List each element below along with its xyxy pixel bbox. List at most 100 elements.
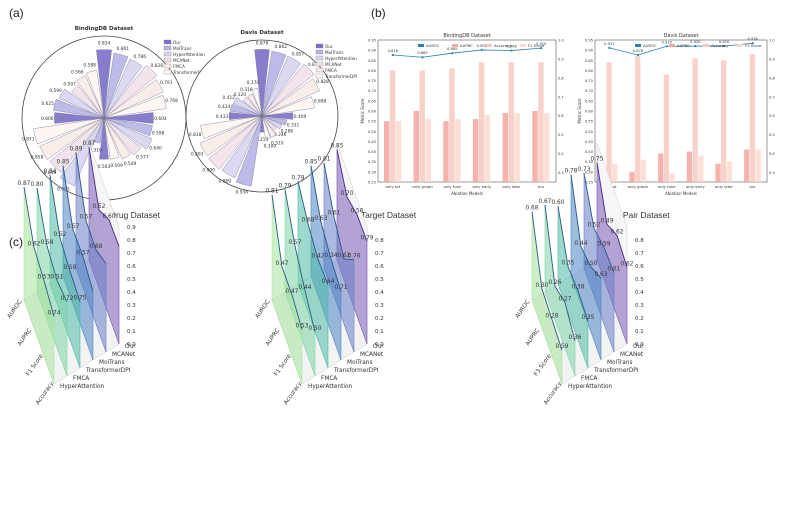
ablation-xlabel-0: Ablation Models — [451, 191, 483, 196]
ridge-ztick-1-5: 0.5 — [375, 277, 384, 283]
polar-segment-0-3 — [103, 64, 158, 119]
polar-segment-0-9 — [103, 117, 142, 156]
ridge-value-label-0-5: 0.87 — [83, 141, 96, 147]
ablation-bar-1-2-3 — [698, 155, 704, 182]
ridge-ztick-2-7: 0.7 — [635, 251, 644, 257]
ablation-legend-label-1-3: F1 Score — [745, 43, 762, 48]
ridge-ztick-1-4: 0.4 — [375, 290, 384, 296]
ridge-ztick-0-3: 0.3 — [127, 303, 136, 309]
ridge-model-label-2-1: FMCA — [581, 376, 597, 382]
polar-legend-swatch-0-3 — [163, 57, 172, 63]
polar-segment-1-15 — [208, 115, 263, 170]
ridge-ztick-2-3: 0.3 — [635, 303, 644, 309]
ridge-model-label-0-2: TransformerDPI — [85, 368, 131, 374]
ablation-legend-label-0-1: AUPRC — [460, 43, 473, 48]
ablation-auroc-label-1-3: 0.920 — [690, 40, 701, 44]
ridge-value-label-0-18: 0.74 — [48, 310, 61, 316]
polar-segment-1-10 — [261, 115, 277, 138]
ridge-ztick-1-8: 0.8 — [375, 238, 384, 244]
ridge-value-label-0-6: 0.62 — [28, 241, 41, 247]
dataset-title-untarget: UnTarget Dataset — [350, 210, 417, 220]
ablation-bar-0-2-0 — [395, 121, 402, 182]
ablation-ytick-1-7: 0.60 — [585, 110, 594, 114]
ablation-ytick-0-6: 0.55 — [368, 120, 376, 124]
ablation-y2tick-0-2: 0.5 — [558, 133, 564, 137]
polar-title-0: BindingDB Dataset — [75, 26, 134, 32]
ablation-auroc-label-0-2: 0.885 — [447, 47, 457, 51]
ablation-bar-0-0-2 — [443, 121, 449, 182]
ridge-model-label-0-0: HyperAttention — [60, 384, 104, 390]
polar-segment-1-2 — [261, 56, 301, 117]
polar-legend-label-0-2: HyperAttention — [173, 52, 205, 57]
polar-segment-0-23 — [86, 70, 105, 119]
polar-value-label-1-13: 0.934 — [236, 189, 249, 195]
ablation-legend-label-1-1: AUPRC — [677, 43, 690, 48]
ablation-auroc-line-0 — [392, 47, 542, 58]
ridge-value-label-1-17: 0.56 — [351, 209, 364, 215]
polar-value-label-1-16: 0.893 — [191, 151, 204, 157]
ablation-auroc-point-0-4 — [510, 49, 513, 52]
ablation-xtick-0-5: our — [538, 184, 545, 189]
ablation-legend-label-1-0: AUROC — [643, 43, 657, 48]
polar-value-label-0-8: 0.640 — [149, 146, 162, 152]
ablation-auroc-line-1 — [609, 42, 753, 56]
polar-value-label-1-5: 0.698 — [314, 98, 327, 104]
ridge-model-label-2-2: TransformerDPI — [593, 368, 639, 374]
ablation-bar-0-2-1 — [425, 119, 431, 182]
ridge-topline-2-5 — [596, 162, 628, 268]
ablation-ytick-0-13: 0.90 — [368, 49, 377, 53]
polar-segment-1-19 — [229, 104, 263, 117]
ablation-bar-1-0-2 — [658, 153, 664, 182]
polar-value-label-0-22: 0.566 — [71, 70, 84, 76]
polar-value-label-1-1: 0.862 — [274, 44, 287, 50]
ridge-topline-1-4 — [323, 162, 355, 261]
polar-value-label-0-7: 0.598 — [152, 131, 165, 137]
ridge-topline-0-0 — [23, 186, 55, 317]
ablation-bar-0-0-0 — [383, 121, 390, 182]
ridge-value-label-1-21: 0.71 — [335, 285, 348, 291]
ablation-bar-1-0-1 — [629, 171, 635, 182]
ablation-bar-1-1-4 — [721, 60, 727, 182]
polar-legend-label-0-1: MolTrans — [173, 46, 191, 51]
ridge-value-label-2-13: 0.27 — [559, 297, 572, 303]
ablation-bar-1-1-5 — [749, 54, 756, 183]
polar-segment-1-5 — [261, 96, 315, 117]
ablation-bar-0-1-0 — [389, 70, 396, 182]
ridge-model-label-2-3: MolTrans — [607, 360, 632, 366]
ridge-value-label-0-13: 0.51 — [51, 274, 64, 280]
ridge-topline-2-3 — [570, 174, 602, 279]
ridge-value-label-2-7: 0.26 — [549, 280, 562, 286]
ridge-value-label-0-8: 0.52 — [54, 232, 67, 238]
ridge-model-label-0-4: MCANet — [112, 352, 136, 358]
ablation-y2tick-1-0: 0.3 — [769, 171, 775, 175]
polar-segment-0-15 — [49, 117, 105, 173]
ablation-auroc-label-0-3: 0.901 — [477, 44, 487, 48]
ablation-bar-1-2-4 — [726, 161, 733, 182]
ridge-value-label-0-15: 0.57 — [77, 251, 90, 257]
ridge-value-label-2-12: 0.28 — [546, 314, 559, 320]
ridge-ztick-2-8: 0.8 — [635, 238, 644, 244]
ridge-value-label-2-19: 0.36 — [569, 335, 582, 341]
ridge-ztick-2-4: 0.4 — [635, 290, 644, 296]
polar-legend-swatch-0-2 — [163, 51, 172, 57]
polar-segment-0-6 — [103, 112, 154, 124]
polar-segment-1-8 — [261, 115, 283, 130]
ablation-auroc-point-1-3 — [694, 44, 697, 48]
polar-value-label-0-23: 0.588 — [83, 63, 96, 69]
ridge-topline-2-0 — [531, 211, 563, 351]
ablation-legend-swatch-1-2 — [703, 44, 709, 47]
ablation-y2tick-1-3: 0.6 — [769, 114, 775, 118]
ridge-model-label-0-1: FMCA — [73, 376, 89, 382]
polar-value-label-0-18: 0.606 — [41, 116, 54, 122]
ridge-value-label-1-2: 0.79 — [292, 175, 305, 181]
polar-value-label-0-16: 0.858 — [31, 155, 44, 161]
polar-value-label-0-3: 0.826 — [151, 63, 164, 69]
ablation-legend-swatch-0-2 — [486, 44, 492, 47]
ablation-bar-1-1-3 — [692, 58, 698, 182]
ridge-value-label-2-11: 0.49 — [601, 218, 614, 224]
ridge-value-label-2-14: 0.38 — [572, 285, 585, 291]
ridge-ztick-0-5: 0.5 — [127, 277, 136, 283]
ridge-topline-1-3 — [310, 165, 342, 292]
ridge-ztick-1-6: 0.6 — [375, 264, 384, 270]
